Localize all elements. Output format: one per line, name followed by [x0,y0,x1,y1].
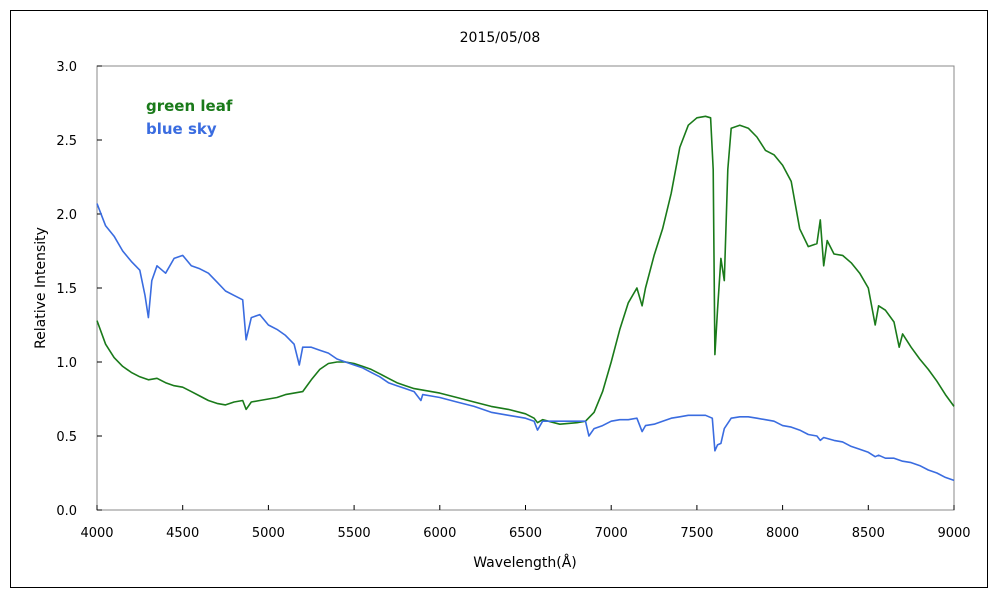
x-axis-ticks: 4000 4500 5000 5500 6000 6500 7000 7500 8000 8500… [80,505,971,541]
y-tick-label: 2.5 [56,134,77,149]
y-axis-ticks: 0.0 0.5 1.0 1.5 2.0 2.5 3.0 [56,60,102,519]
chart-frame [10,10,988,588]
legend-entry-green-leaf: green leaf [146,97,233,115]
y-tick-label: 3.0 [56,60,77,75]
x-tick-label: 8500 [852,526,885,541]
x-tick-label: 6000 [423,526,456,541]
legend-entry-blue-sky: blue sky [146,120,217,138]
x-tick-label: 8000 [766,526,799,541]
x-tick-label: 7500 [680,526,713,541]
x-tick-label: 5500 [338,526,371,541]
y-tick-label: 1.5 [56,282,77,297]
y-tick-label: 1.0 [56,356,77,371]
chart-title: 2015/05/08 [460,30,541,46]
series-line-green-leaf [96,115,955,426]
x-tick-label: 4500 [166,526,199,541]
y-axis-label: Relative Intensity [33,227,49,349]
y-tick-label: 0.5 [56,430,77,445]
plot-area [96,65,955,511]
x-tick-label: 9000 [937,526,970,541]
x-tick-label: 5000 [252,526,285,541]
y-tick-label: 2.0 [56,208,77,223]
x-tick-label: 4000 [80,526,113,541]
x-axis-label: Wavelength(Å) [473,554,577,571]
y-tick-label: 0.0 [56,504,77,519]
x-tick-label: 6500 [509,526,542,541]
series-layer [96,115,955,482]
series-line-blue-sky [96,203,955,482]
x-tick-label: 7000 [595,526,628,541]
